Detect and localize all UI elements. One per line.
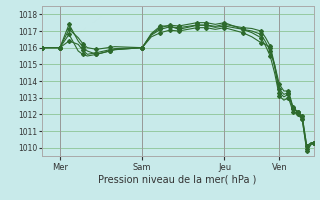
X-axis label: Pression niveau de la mer( hPa ): Pression niveau de la mer( hPa ): [99, 175, 257, 185]
